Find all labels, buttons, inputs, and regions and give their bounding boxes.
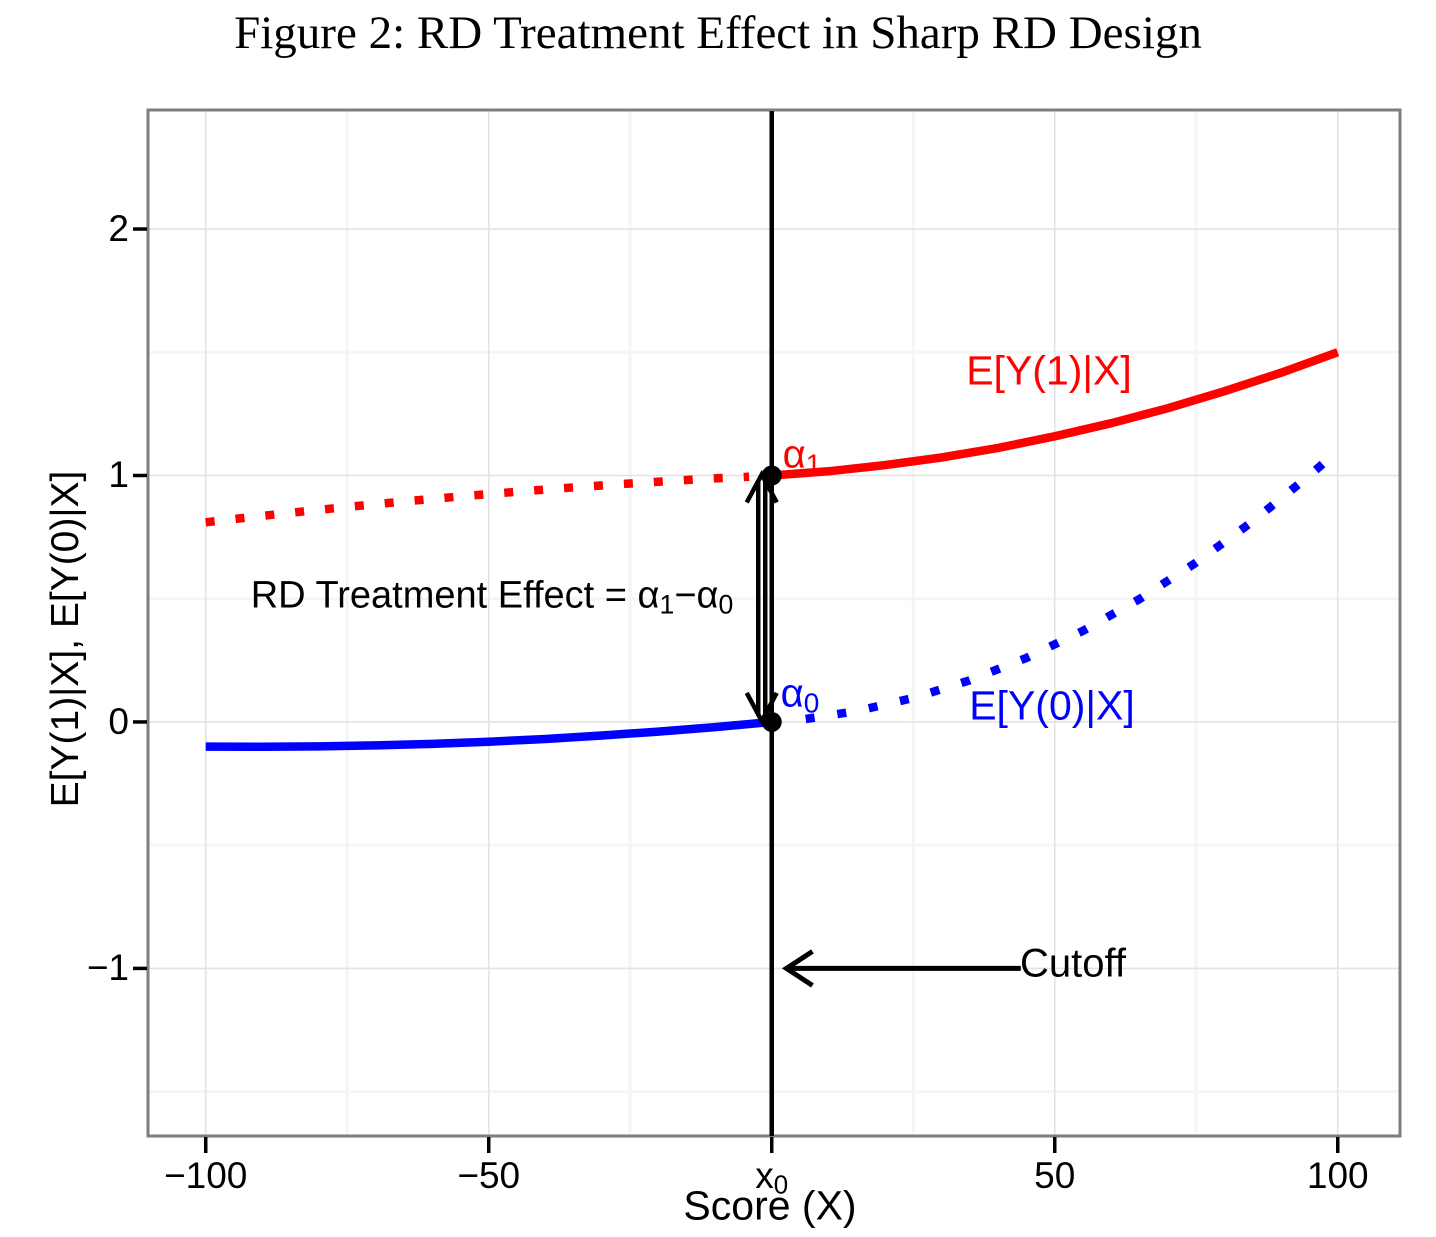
y-tick-label: 2 bbox=[108, 208, 129, 250]
cutoff-arrowhead-left bbox=[781, 949, 814, 988]
ey1-curve-label: E[Y(1)|X] bbox=[966, 347, 1132, 394]
alpha1-subscript: 1 bbox=[805, 448, 822, 480]
plot-panel-border bbox=[146, 108, 1402, 1138]
rd-effect-minus-alpha: −α bbox=[674, 574, 719, 617]
treatment-arrowhead-up bbox=[744, 469, 779, 504]
curve-ey1-solid bbox=[771, 348, 1340, 480]
rd-effect-sub0: 0 bbox=[718, 589, 734, 620]
cutoff-label: Cutoff bbox=[1020, 941, 1126, 986]
alpha1-symbol: α bbox=[782, 432, 806, 477]
x-tick-label: x0 bbox=[755, 1155, 789, 1200]
curve-ey0-dotted bbox=[805, 457, 1330, 724]
alpha0-subscript: 0 bbox=[803, 687, 820, 719]
x-tick-label: 50 bbox=[1034, 1155, 1076, 1196]
y-tick-label: 0 bbox=[108, 700, 129, 742]
y-tick-label: −1 bbox=[86, 947, 129, 989]
x-tick-label: −100 bbox=[164, 1155, 248, 1196]
alpha1-label: α1 bbox=[782, 432, 822, 480]
rd-treatment-effect-label: RD Treatment Effect = α1−α0 bbox=[251, 575, 734, 618]
y-tick-label: 1 bbox=[108, 454, 129, 496]
x-tick-label: 100 bbox=[1306, 1155, 1369, 1196]
alpha0-point bbox=[761, 711, 782, 732]
x-tick-label: −50 bbox=[457, 1155, 521, 1196]
figure-title: Figure 2: RD Treatment Effect in Sharp R… bbox=[234, 7, 1202, 59]
rd-effect-sub1: 1 bbox=[659, 589, 675, 620]
y-axis-label: E[Y(1)|X], E[Y(0)|X] bbox=[44, 470, 87, 808]
curve-ey0-solid bbox=[205, 717, 773, 752]
rd-effect-text: RD Treatment Effect = α bbox=[250, 574, 660, 617]
ey0-curve-label: E[Y(0)|X] bbox=[969, 682, 1135, 729]
treatment-arrowhead-down bbox=[744, 691, 779, 726]
x-axis-label: Score (X) bbox=[683, 1182, 857, 1229]
curve-ey1-dotted bbox=[205, 472, 750, 527]
alpha0-symbol: α bbox=[780, 671, 804, 716]
alpha0-label: α0 bbox=[780, 671, 820, 719]
